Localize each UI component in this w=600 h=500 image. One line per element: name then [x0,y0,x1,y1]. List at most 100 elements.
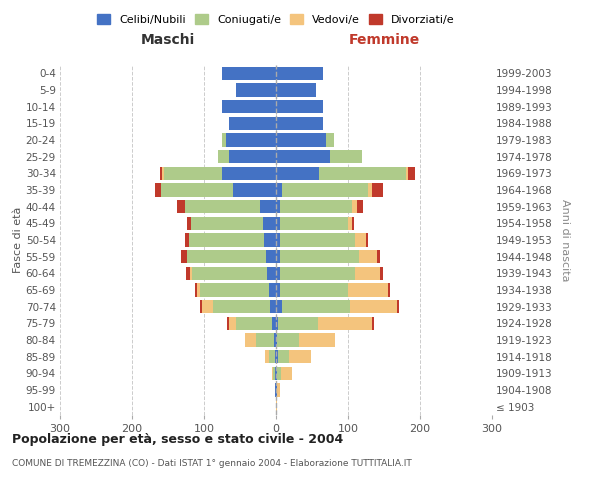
Bar [222,166,276,180]
Bar [377,250,380,264]
Bar [350,300,397,314]
Bar [278,350,289,364]
Bar [276,84,316,96]
Bar [276,234,280,246]
Bar [352,200,358,213]
Bar [162,166,164,180]
Bar [282,184,368,196]
Bar [200,300,202,314]
Bar [266,250,276,264]
Bar [280,200,352,213]
Bar [280,250,359,264]
Bar [366,234,368,246]
Bar [276,400,277,413]
Bar [276,300,282,314]
Bar [275,384,276,396]
Bar [277,334,299,346]
Bar [326,134,334,146]
Bar [276,366,277,380]
Bar [348,284,388,296]
Bar [277,384,280,396]
Text: Popolazione per età, sesso e stato civile - 2004: Popolazione per età, sesso e stato civil… [12,432,343,446]
Bar [256,334,274,346]
Bar [272,316,276,330]
Bar [280,234,355,246]
Bar [318,316,372,330]
Bar [355,266,380,280]
Bar [276,384,277,396]
Bar [388,284,390,296]
Bar [245,334,256,346]
Y-axis label: Fasce di età: Fasce di età [13,207,23,273]
Bar [299,334,335,346]
Bar [276,66,323,80]
Bar [192,266,268,280]
Bar [280,216,348,230]
Bar [276,284,280,296]
Bar [273,366,275,380]
Legend: Celibi/Nubili, Coniugati/e, Vedovi/e, Divorziati/e: Celibi/Nubili, Coniugati/e, Vedovi/e, Di… [94,10,458,28]
Bar [276,134,326,146]
Bar [319,166,406,180]
Bar [277,366,281,380]
Bar [276,184,282,196]
Bar [181,250,187,264]
Bar [368,184,372,196]
Bar [276,100,323,114]
Text: Femmine: Femmine [349,34,419,48]
Bar [358,200,363,213]
Bar [222,134,226,146]
Text: COMUNE DI TREMEZZINA (CO) - Dati ISTAT 1° gennaio 2004 - Elaborazione TUTTITALIA: COMUNE DI TREMEZZINA (CO) - Dati ISTAT 1… [12,459,412,468]
Bar [187,216,191,230]
Bar [185,200,260,213]
Bar [348,216,352,230]
Bar [359,250,377,264]
Bar [265,350,269,364]
Bar [194,284,197,296]
Bar [178,200,185,213]
Bar [212,300,270,314]
Bar [160,166,162,180]
Bar [272,366,273,380]
Bar [276,350,278,364]
Bar [226,134,276,146]
Bar [276,200,280,213]
Bar [191,216,263,230]
Bar [229,316,236,330]
Bar [263,216,276,230]
Bar [189,234,265,246]
Bar [236,84,276,96]
Bar [269,350,275,364]
Bar [186,266,190,280]
Bar [275,350,276,364]
Bar [380,266,383,280]
Bar [276,334,277,346]
Bar [275,366,276,380]
Y-axis label: Anni di nascita: Anni di nascita [560,198,569,281]
Bar [355,234,366,246]
Bar [280,284,348,296]
Bar [233,184,276,196]
Bar [260,200,276,213]
Bar [282,300,350,314]
Bar [276,316,278,330]
Bar [161,184,233,196]
Bar [289,350,311,364]
Bar [330,150,362,164]
Bar [406,166,408,180]
Bar [281,366,292,380]
Bar [276,250,280,264]
Bar [276,266,280,280]
Bar [155,184,161,196]
Bar [229,116,276,130]
Bar [218,150,229,164]
Bar [276,216,280,230]
Bar [236,316,272,330]
Bar [185,234,189,246]
Text: Maschi: Maschi [141,34,195,48]
Bar [408,166,415,180]
Bar [276,116,323,130]
Bar [397,300,399,314]
Bar [372,184,383,196]
Bar [270,300,276,314]
